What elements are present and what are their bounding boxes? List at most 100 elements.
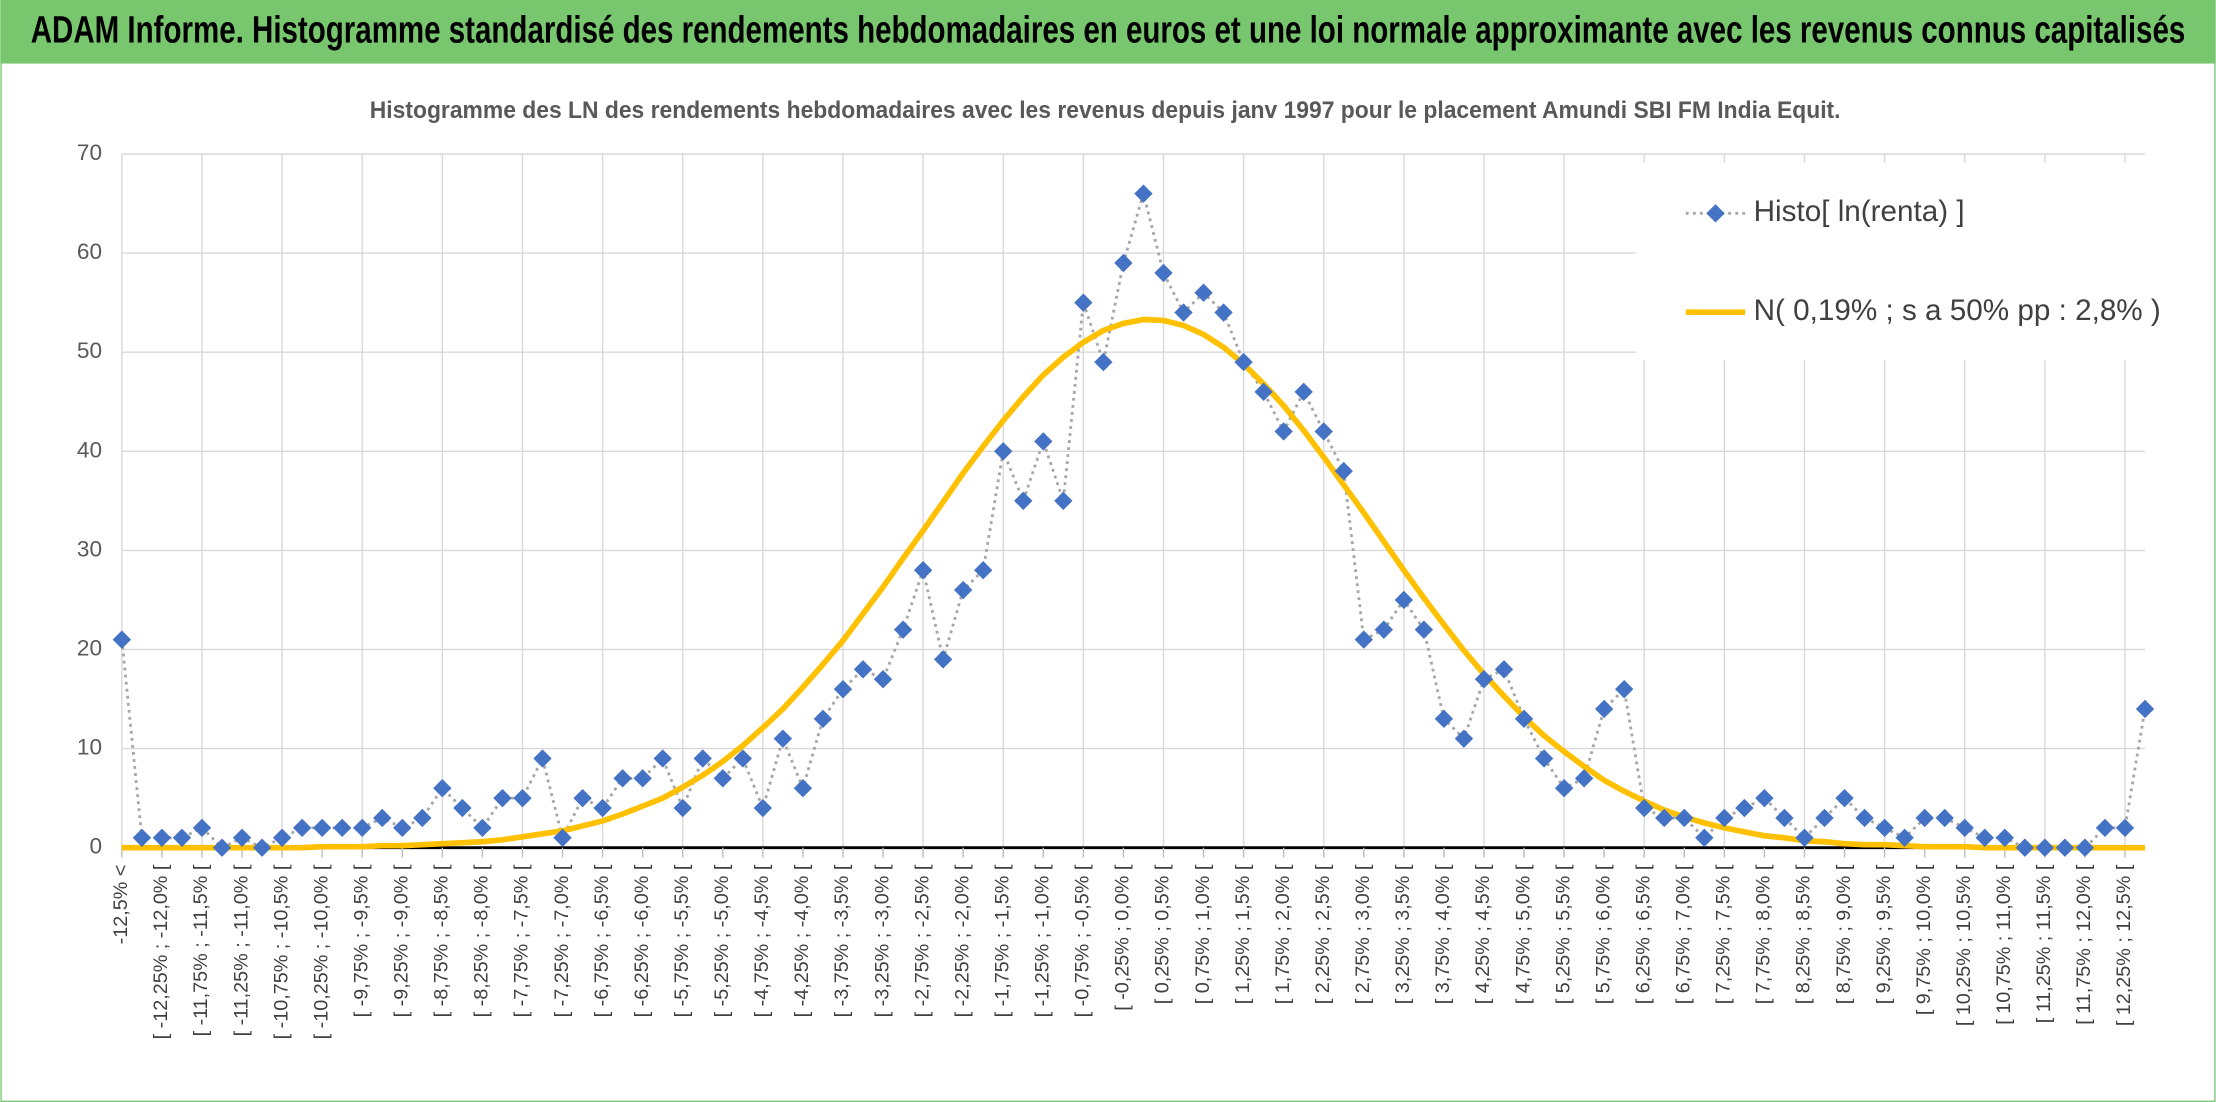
marker xyxy=(893,620,913,639)
marker xyxy=(1995,828,2014,847)
marker xyxy=(1715,808,1734,828)
marker xyxy=(433,779,452,798)
marker xyxy=(1514,709,1534,729)
marker xyxy=(533,749,552,768)
marker xyxy=(1635,798,1654,818)
marker xyxy=(1755,788,1774,808)
x-tick-label: [ 4,75% ; 5,0% [ xyxy=(1512,864,1534,1004)
x-tick-label: [ 10,75% ; 11,0% [ xyxy=(1993,864,2015,1025)
x-tick-label: [ -7,75% ; -7,5% [ xyxy=(511,864,533,1017)
x-tick-label: [ -8,75% ; -8,5% [ xyxy=(431,864,453,1017)
marker xyxy=(1474,670,1494,689)
marker xyxy=(2015,838,2035,857)
marker xyxy=(1655,808,1674,828)
x-tick-label: [ 3,25% ; 3,5% [ xyxy=(1392,864,1414,1004)
x-tick-label: [ 5,25% ; 5,5% [ xyxy=(1552,864,1574,1004)
marker xyxy=(833,679,853,699)
marker xyxy=(1975,828,1994,847)
marker xyxy=(974,561,993,580)
marker xyxy=(933,650,953,669)
marker xyxy=(853,660,873,679)
marker xyxy=(272,828,292,847)
marker xyxy=(1074,293,1093,312)
legend-label: N( 0,19% ; s a 50% pp : 2,8% ) xyxy=(1754,294,2161,327)
x-tick-label: [ 12,25% ; 12,5% [ xyxy=(2113,864,2135,1026)
x-tick-label: [ 0,25% ; 0,5% [ xyxy=(1152,864,1174,1004)
marker xyxy=(1675,808,1694,828)
marker xyxy=(1094,352,1113,372)
marker xyxy=(1054,491,1073,511)
legend-label: Histo[ ln(renta) ] xyxy=(1754,195,1965,228)
x-tick-label: [ 3,75% ; 4,0% [ xyxy=(1432,864,1454,1004)
marker xyxy=(493,788,512,808)
marker xyxy=(1154,263,1173,283)
marker xyxy=(593,798,612,818)
marker xyxy=(1394,590,1414,610)
legend-marker xyxy=(1706,204,1725,223)
y-tick-label: 0 xyxy=(89,834,102,859)
marker xyxy=(573,788,592,808)
legend-box xyxy=(1636,162,2146,361)
chart-subtitle: Histogramme des LN des rendements hebdom… xyxy=(370,97,1841,124)
marker xyxy=(773,729,793,748)
marker xyxy=(1454,729,1474,748)
marker xyxy=(353,818,372,838)
x-tick-label: [ 1,25% ; 1,5% [ xyxy=(1232,864,1254,1004)
marker xyxy=(793,779,813,798)
marker xyxy=(172,828,192,847)
marker xyxy=(232,828,252,847)
marker xyxy=(1214,303,1233,322)
x-tick-label: [ -0,25% ; 0,0% [ xyxy=(1112,864,1134,1011)
marker xyxy=(413,808,432,828)
x-tick-label: [ -2,25% ; -2,0% [ xyxy=(951,864,973,1017)
x-tick-label: [ 6,75% ; 7,0% [ xyxy=(1673,864,1695,1004)
x-tick-label: [ -1,75% ; -1,5% [ xyxy=(991,864,1013,1017)
marker xyxy=(1494,660,1514,679)
x-tick-label: [ 1,75% ; 2,0% [ xyxy=(1272,864,1294,1004)
marker xyxy=(393,818,412,838)
marker xyxy=(553,828,572,847)
x-tick-label: [ 9,75% ; 10,0% [ xyxy=(1913,864,1935,1015)
x-tick-label: [ 7,75% ; 8,0% [ xyxy=(1753,864,1775,1004)
y-tick-label: 20 xyxy=(77,635,102,660)
marker xyxy=(733,749,753,768)
marker xyxy=(2035,838,2055,857)
x-tick-label: [ 2,75% ; 3,0% [ xyxy=(1352,864,1374,1004)
marker xyxy=(613,769,632,788)
x-tick-label: [ 5,75% ; 6,0% [ xyxy=(1592,864,1614,1004)
marker xyxy=(1034,432,1053,451)
x-tick-label: [ 8,75% ; 9,0% [ xyxy=(1833,864,1855,1004)
marker xyxy=(1314,422,1333,441)
marker xyxy=(1795,828,1814,847)
x-tick-label: [ -10,75% ; -10,5% [ xyxy=(270,864,292,1039)
x-tick-label: [ 11,75% ; 12,0% [ xyxy=(2073,864,2095,1025)
x-tick-label: -12,5% < xyxy=(110,865,132,945)
x-tick-label: [ -3,25% ; -3,0% [ xyxy=(871,864,893,1017)
x-tick-label: [ 0,75% ; 1,0% [ xyxy=(1192,864,1214,1004)
marker xyxy=(1554,779,1574,798)
marker xyxy=(1615,679,1634,699)
marker xyxy=(813,709,833,729)
title-banner xyxy=(0,0,2216,64)
marker xyxy=(1895,828,1914,847)
marker xyxy=(312,818,332,838)
chart-title: ADAM Informe. Histogramme standardisé de… xyxy=(31,9,2186,52)
x-tick-label: [ -6,25% ; -6,0% [ xyxy=(631,864,653,1017)
marker xyxy=(1815,808,1834,828)
marker xyxy=(1434,709,1454,729)
marker xyxy=(953,580,973,600)
marker xyxy=(152,828,172,847)
marker xyxy=(1134,184,1153,203)
marker xyxy=(1875,818,1894,838)
x-tick-label: [ -9,25% ; -9,0% [ xyxy=(391,864,413,1017)
x-tick-label: [ -4,25% ; -4,0% [ xyxy=(791,864,813,1017)
marker xyxy=(1594,699,1614,719)
marker xyxy=(1915,808,1934,828)
marker xyxy=(373,808,392,828)
x-tick-label: [ -5,25% ; -5,0% [ xyxy=(711,864,733,1017)
x-tick-label: [ 10,25% ; 10,5% [ xyxy=(1953,864,1975,1026)
x-tick-label: [ -7,25% ; -7,0% [ xyxy=(551,864,573,1017)
y-tick-label: 50 xyxy=(77,338,102,363)
marker xyxy=(1334,461,1353,481)
marker xyxy=(132,828,152,847)
